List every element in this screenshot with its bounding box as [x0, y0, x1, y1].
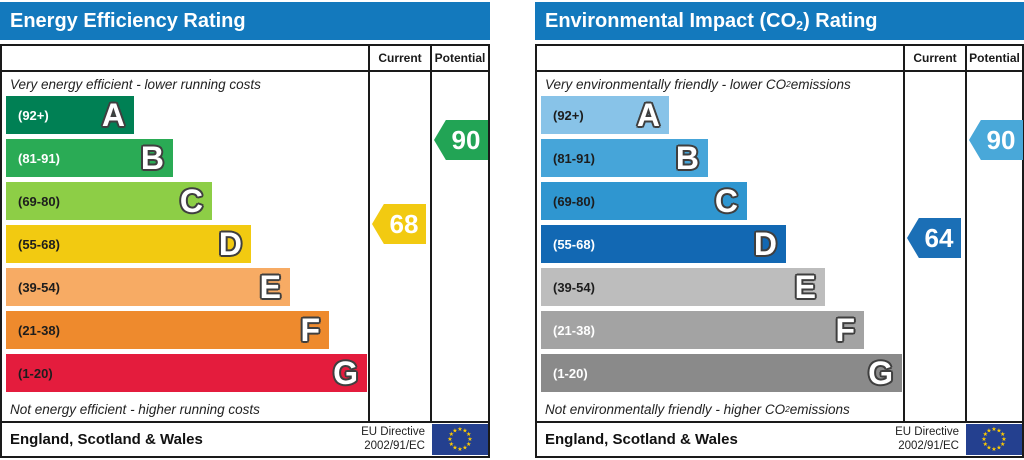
band-d: (55-68) D [6, 225, 251, 263]
current-column-header: Current [368, 46, 430, 70]
eu-flag-icon: ★ ★ ★ ★ ★ ★ ★ ★ ★ ★ ★ ★ [432, 424, 488, 455]
current-column: 64 [903, 72, 965, 421]
band-letter: C [714, 183, 738, 219]
band-b: (81-91) B [541, 139, 708, 177]
band-e: (39-54) E [541, 268, 825, 306]
potential-column: 90 [965, 72, 1023, 421]
band-letter: A [101, 97, 125, 133]
band-e: (39-54) E [6, 268, 290, 306]
band-range-label: (55-68) [553, 236, 595, 252]
environmental-title-bar: Environmental Impact (CO2) Rating [535, 2, 1024, 40]
potential-column-header: Potential [430, 46, 488, 70]
eu-directive-label: EU Directive 2002/91/EC [361, 425, 425, 452]
band-letter: G [333, 355, 358, 391]
eu-directive-label: EU Directive 2002/91/EC [895, 425, 959, 452]
potential-column-header: Potential [965, 46, 1022, 70]
band-range-label: (81-91) [553, 150, 595, 166]
band-d: (55-68) D [541, 225, 786, 263]
potential-rating-value: 90 [451, 124, 481, 155]
band-c: (69-80) C [6, 182, 212, 220]
bottom-note: Not energy efficient - higher running co… [10, 401, 260, 417]
current-column-header: Current [903, 46, 965, 70]
current-rating-arrow: 68 [372, 204, 426, 244]
current-rating-arrow: 64 [907, 218, 961, 258]
eu-flag-icon: ★ ★ ★ ★ ★ ★ ★ ★ ★ ★ ★ ★ [966, 424, 1022, 455]
band-b: (81-91) B [6, 139, 173, 177]
band-f: (21-38) F [541, 311, 864, 349]
column-header-row: Current Potential [2, 46, 488, 72]
band-letter: D [218, 226, 242, 262]
band-range-label: (39-54) [553, 279, 595, 295]
region-label: England, Scotland & Wales [545, 431, 738, 448]
band-range-label: (69-80) [553, 193, 595, 209]
band-range-label: (69-80) [18, 193, 60, 209]
band-g: (1-20) G [6, 354, 367, 392]
top-note: Very environmentally friendly - lower CO… [545, 76, 851, 92]
band-range-label: (92+) [18, 107, 49, 123]
band-letter: A [636, 97, 660, 133]
bottom-note: Not environmentally friendly - higher CO… [545, 401, 850, 417]
band-a: (92+) A [541, 96, 669, 134]
band-g: (1-20) G [541, 354, 902, 392]
region-label: England, Scotland & Wales [10, 431, 203, 448]
band-letter: G [868, 355, 893, 391]
rating-scale-area: Very energy efficient - lower running co… [2, 72, 488, 421]
band-area: Very energy efficient - lower running co… [2, 72, 368, 421]
band-range-label: (1-20) [553, 365, 588, 381]
potential-rating-value: 90 [986, 124, 1016, 155]
band-letter: B [675, 140, 699, 176]
environmental-impact-chart: Environmental Impact (CO2) Rating Curren… [535, 2, 1024, 458]
energy-title-bar: Energy Efficiency Rating [0, 2, 490, 40]
band-f: (21-38) F [6, 311, 329, 349]
rating-scale-area: Very environmentally friendly - lower CO… [537, 72, 1023, 421]
environmental-chart-frame: Current Potential Very environmentally f… [535, 44, 1024, 458]
band-range-label: (21-38) [18, 322, 60, 338]
header-spacer [537, 46, 903, 70]
band-range-label: (1-20) [18, 365, 53, 381]
band-range-label: (81-91) [18, 150, 60, 166]
band-range-label: (21-38) [553, 322, 595, 338]
band-letter: D [753, 226, 777, 262]
band-letter: E [259, 269, 281, 305]
band-c: (69-80) C [541, 182, 747, 220]
current-rating-value: 64 [924, 222, 954, 253]
band-letter: E [794, 269, 816, 305]
band-letter: C [179, 183, 203, 219]
band-letter: B [140, 140, 164, 176]
top-note: Very energy efficient - lower running co… [10, 76, 261, 92]
potential-rating-arrow: 90 [969, 120, 1023, 160]
band-letter: F [300, 312, 320, 348]
current-column: 68 [368, 72, 430, 421]
potential-rating-arrow: 90 [434, 120, 488, 160]
chart-footer: England, Scotland & Wales EU Directive 2… [537, 421, 1022, 456]
band-range-label: (39-54) [18, 279, 60, 295]
energy-efficiency-chart: Energy Efficiency Rating Current Potenti… [0, 2, 490, 458]
page-title: Environmental Impact (CO2) Rating [545, 9, 878, 33]
potential-column: 90 [430, 72, 488, 421]
band-area: Very environmentally friendly - lower CO… [537, 72, 903, 421]
current-rating-value: 68 [389, 208, 419, 239]
band-a: (92+) A [6, 96, 134, 134]
band-range-label: (92+) [553, 107, 584, 123]
chart-footer: England, Scotland & Wales EU Directive 2… [2, 421, 488, 456]
page-title: Energy Efficiency Rating [10, 9, 246, 32]
energy-chart-frame: Current Potential Very energy efficient … [0, 44, 490, 458]
column-header-row: Current Potential [537, 46, 1022, 72]
band-range-label: (55-68) [18, 236, 60, 252]
band-letter: F [835, 312, 855, 348]
header-spacer [2, 46, 368, 70]
